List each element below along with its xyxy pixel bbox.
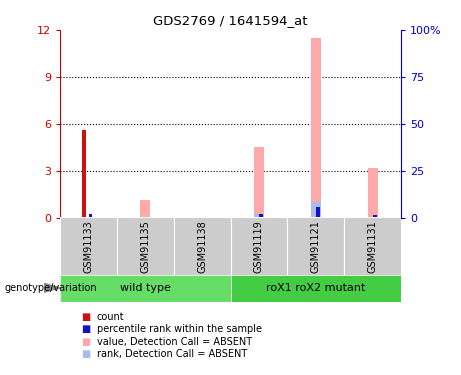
Title: GDS2769 / 1641594_at: GDS2769 / 1641594_at [153,15,308,27]
Text: ■: ■ [81,324,90,334]
Bar [230,217,287,276]
Bar [367,168,378,217]
Text: percentile rank within the sample: percentile rank within the sample [97,324,262,334]
Text: GSM91119: GSM91119 [254,220,264,273]
Bar [89,214,92,217]
Text: wild type: wild type [120,284,171,293]
Text: ■: ■ [81,349,90,359]
Bar [230,275,401,302]
Bar [254,214,264,217]
Text: GSM91133: GSM91133 [83,220,94,273]
Bar [254,147,264,218]
Bar [140,200,150,217]
Bar [287,217,344,276]
Polygon shape [44,283,62,293]
Text: roX1 roX2 mutant: roX1 roX2 mutant [266,284,366,293]
Text: value, Detection Call = ABSENT: value, Detection Call = ABSENT [97,337,252,346]
Bar [83,130,86,218]
Bar [311,38,321,218]
Bar [373,215,377,217]
Bar [311,202,321,217]
Text: GSM91131: GSM91131 [367,220,378,273]
Bar [344,217,401,276]
Text: count: count [97,312,124,322]
Text: GSM91138: GSM91138 [197,220,207,273]
Text: ■: ■ [81,312,90,322]
Bar [60,275,230,302]
Text: genotype/variation: genotype/variation [5,284,97,293]
Bar [316,207,320,218]
Bar [60,217,117,276]
Bar [117,217,174,276]
Text: GSM91135: GSM91135 [140,220,150,273]
Bar [260,214,263,217]
Text: GSM91121: GSM91121 [311,220,321,273]
Bar [174,217,230,276]
Text: rank, Detection Call = ABSENT: rank, Detection Call = ABSENT [97,349,247,359]
Text: ■: ■ [81,337,90,346]
